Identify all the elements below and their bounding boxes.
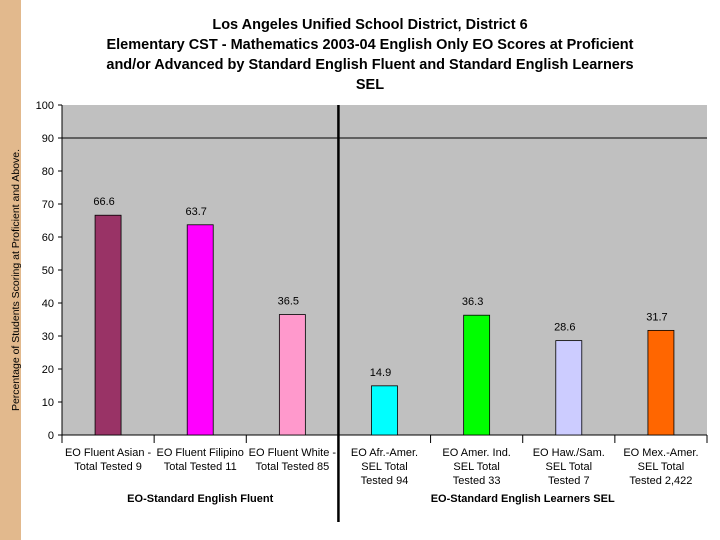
y-tick-label: 90 bbox=[42, 133, 54, 145]
bar bbox=[94, 214, 122, 436]
y-tick-label: 50 bbox=[42, 265, 54, 277]
chart-title: Los Angeles Unified School District, Dis… bbox=[40, 15, 700, 95]
x-tick-label: SEL Total bbox=[361, 461, 407, 473]
x-tick-label: EO Afr.-Amer. bbox=[351, 447, 418, 459]
x-tick-label: EO Fluent White - bbox=[249, 447, 337, 459]
left-decorative-strip bbox=[0, 0, 21, 540]
y-tick-label: 30 bbox=[42, 331, 54, 343]
y-tick-label: 10 bbox=[42, 397, 54, 409]
title-line-3: and/or Advanced by Standard English Flue… bbox=[106, 57, 634, 73]
x-tick-label: Tested 7 bbox=[548, 475, 590, 487]
y-tick-label: 80 bbox=[42, 166, 54, 178]
x-tick-label: SEL Total bbox=[638, 461, 684, 473]
bar bbox=[555, 340, 583, 436]
data-label: 66.6 bbox=[93, 196, 114, 208]
y-tick-label: 20 bbox=[42, 364, 54, 376]
y-tick-label: 40 bbox=[42, 298, 54, 310]
y-tick-label: 60 bbox=[42, 232, 54, 244]
x-tick-label: Tested 2,422 bbox=[629, 475, 692, 487]
x-tick-label: EO Mex.-Amer. bbox=[623, 447, 698, 459]
x-tick-label: EO Haw./Sam. bbox=[533, 447, 605, 459]
bar bbox=[371, 385, 398, 436]
title-line-1: Los Angeles Unified School District, Dis… bbox=[212, 17, 528, 33]
x-tick-label: Total Tested 85 bbox=[255, 461, 329, 473]
data-label: 14.9 bbox=[370, 367, 391, 379]
x-tick-label: SEL Total bbox=[546, 461, 592, 473]
bar bbox=[186, 224, 214, 436]
data-label: 63.7 bbox=[186, 206, 207, 218]
group-label: EO-Standard English Learners SEL bbox=[431, 493, 615, 505]
x-tick-label: EO Fluent Asian - bbox=[65, 447, 152, 459]
plot-area bbox=[62, 105, 707, 435]
data-label: 36.5 bbox=[278, 296, 299, 308]
x-tick-label: EO Fluent Filipino bbox=[156, 447, 243, 459]
x-tick-label: Total Tested 11 bbox=[164, 461, 237, 473]
bar bbox=[278, 314, 306, 436]
bar bbox=[647, 329, 675, 436]
group-label: EO-Standard English Fluent bbox=[127, 493, 273, 505]
x-tick-label: Tested 33 bbox=[453, 475, 501, 487]
title-line-4: SEL bbox=[355, 77, 385, 93]
bar bbox=[463, 314, 491, 436]
x-tick-label: EO Amer. Ind. bbox=[442, 447, 510, 459]
data-label: 28.6 bbox=[554, 322, 575, 334]
data-label: 36.3 bbox=[462, 296, 483, 308]
y-tick-label: 100 bbox=[36, 100, 54, 112]
title-line-2: Elementary CST - Mathematics 2003-04 Eng… bbox=[106, 37, 634, 53]
x-tick-label: Total Tested 9 bbox=[74, 461, 142, 473]
data-label: 31.7 bbox=[646, 311, 667, 323]
y-tick-label: 70 bbox=[42, 199, 54, 211]
y-tick-label: 0 bbox=[48, 430, 54, 442]
x-tick-label: Tested 94 bbox=[361, 475, 409, 487]
x-tick-label: SEL Total bbox=[453, 461, 499, 473]
